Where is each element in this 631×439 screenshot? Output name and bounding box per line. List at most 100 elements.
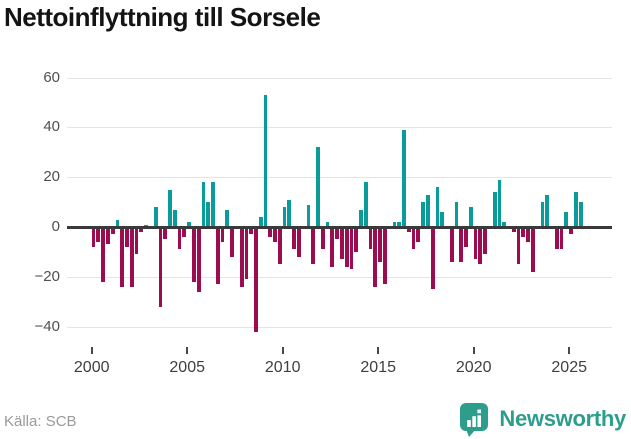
data-bar — [297, 227, 301, 257]
x-axis-label: 2025 — [551, 359, 587, 376]
data-bar — [421, 202, 425, 227]
data-bar — [292, 227, 297, 250]
data-bar — [287, 199, 292, 227]
gridline-y--40 — [67, 327, 612, 328]
gridline-y-20 — [67, 177, 612, 178]
data-bar — [416, 227, 421, 242]
newsworthy-bubble-chart-icon — [460, 403, 489, 437]
x-axis-tick — [568, 347, 571, 354]
y-axis-label: −40 — [34, 317, 60, 335]
zero-line — [67, 226, 612, 229]
data-bar — [101, 227, 106, 282]
data-bar — [230, 227, 234, 257]
data-bar — [268, 227, 273, 237]
x-axis-label: 2015 — [360, 359, 396, 376]
newsworthy-logo: Newsworthy — [459, 401, 626, 437]
chart-title: Nettoinflyttning till Sorsele — [4, 2, 321, 32]
data-bar — [569, 227, 573, 235]
data-bar — [244, 227, 249, 280]
data-bar — [316, 147, 320, 227]
data-bar — [497, 179, 502, 227]
data-bar — [96, 227, 101, 242]
data-bar — [201, 182, 206, 227]
data-bar — [320, 227, 325, 250]
data-bar — [502, 222, 507, 227]
data-bar — [263, 95, 268, 227]
y-axis-label: 20 — [43, 168, 60, 186]
data-bar — [196, 227, 201, 292]
data-bar — [153, 207, 158, 227]
data-bar — [392, 222, 397, 227]
data-bar — [540, 202, 545, 227]
x-axis-label: 2005 — [169, 359, 205, 376]
data-bar — [382, 227, 387, 285]
source-label: Källa: SCB — [4, 413, 77, 430]
data-bar — [359, 209, 363, 227]
y-axis-label: 60 — [43, 68, 60, 86]
data-bar — [473, 227, 478, 260]
x-axis-tick — [90, 347, 93, 354]
data-bar — [440, 212, 445, 227]
data-bar — [206, 202, 211, 227]
data-bar — [282, 207, 287, 227]
data-bar — [306, 204, 311, 227]
data-bar — [464, 227, 468, 247]
data-bar — [106, 227, 110, 245]
data-bar — [191, 227, 196, 282]
data-bar — [483, 227, 488, 255]
data-bar — [435, 187, 440, 227]
data-bar — [311, 227, 316, 265]
data-bar — [277, 227, 282, 265]
data-bar — [354, 227, 359, 252]
data-bar — [239, 227, 244, 287]
data-bar — [249, 227, 254, 235]
data-bar — [91, 227, 96, 247]
data-bar — [478, 227, 483, 265]
data-bar — [521, 227, 526, 237]
data-bar — [459, 227, 464, 262]
gridline-y-60 — [67, 78, 612, 79]
data-bar — [110, 227, 115, 235]
x-axis-tick — [377, 347, 380, 354]
data-bar — [335, 227, 340, 240]
data-bar — [344, 227, 349, 267]
data-bar — [406, 227, 411, 232]
data-bar — [330, 227, 335, 267]
data-bar — [158, 227, 163, 307]
data-bar — [211, 182, 215, 227]
data-bar — [449, 227, 454, 262]
data-bar — [492, 192, 497, 227]
data-bar — [340, 227, 344, 260]
data-bar — [168, 189, 172, 227]
data-bar — [258, 217, 263, 227]
data-bar — [172, 209, 177, 227]
data-bar — [578, 202, 583, 227]
data-bar — [182, 227, 187, 237]
data-bar — [425, 194, 430, 227]
data-bar — [187, 222, 191, 227]
data-bar — [559, 227, 564, 250]
data-bar — [573, 192, 578, 227]
data-bar — [254, 227, 258, 332]
data-bar — [368, 227, 373, 250]
data-bar — [163, 227, 168, 240]
gridline-y-40 — [67, 127, 612, 128]
data-bar — [511, 227, 516, 232]
data-bar — [378, 227, 382, 262]
data-bar — [144, 224, 149, 227]
x-axis-label: 2010 — [264, 359, 301, 376]
data-bar — [402, 129, 406, 227]
data-bar — [531, 227, 535, 272]
data-bar — [526, 227, 531, 242]
y-axis-label: 0 — [51, 218, 60, 235]
x-axis-tick — [281, 347, 284, 354]
x-axis-tick — [186, 347, 189, 354]
data-bar — [468, 207, 473, 227]
data-bar — [454, 202, 459, 227]
data-bar — [545, 194, 550, 227]
data-bar — [120, 227, 125, 287]
data-bar — [220, 227, 225, 242]
brand-name: Newsworthy — [499, 406, 626, 431]
